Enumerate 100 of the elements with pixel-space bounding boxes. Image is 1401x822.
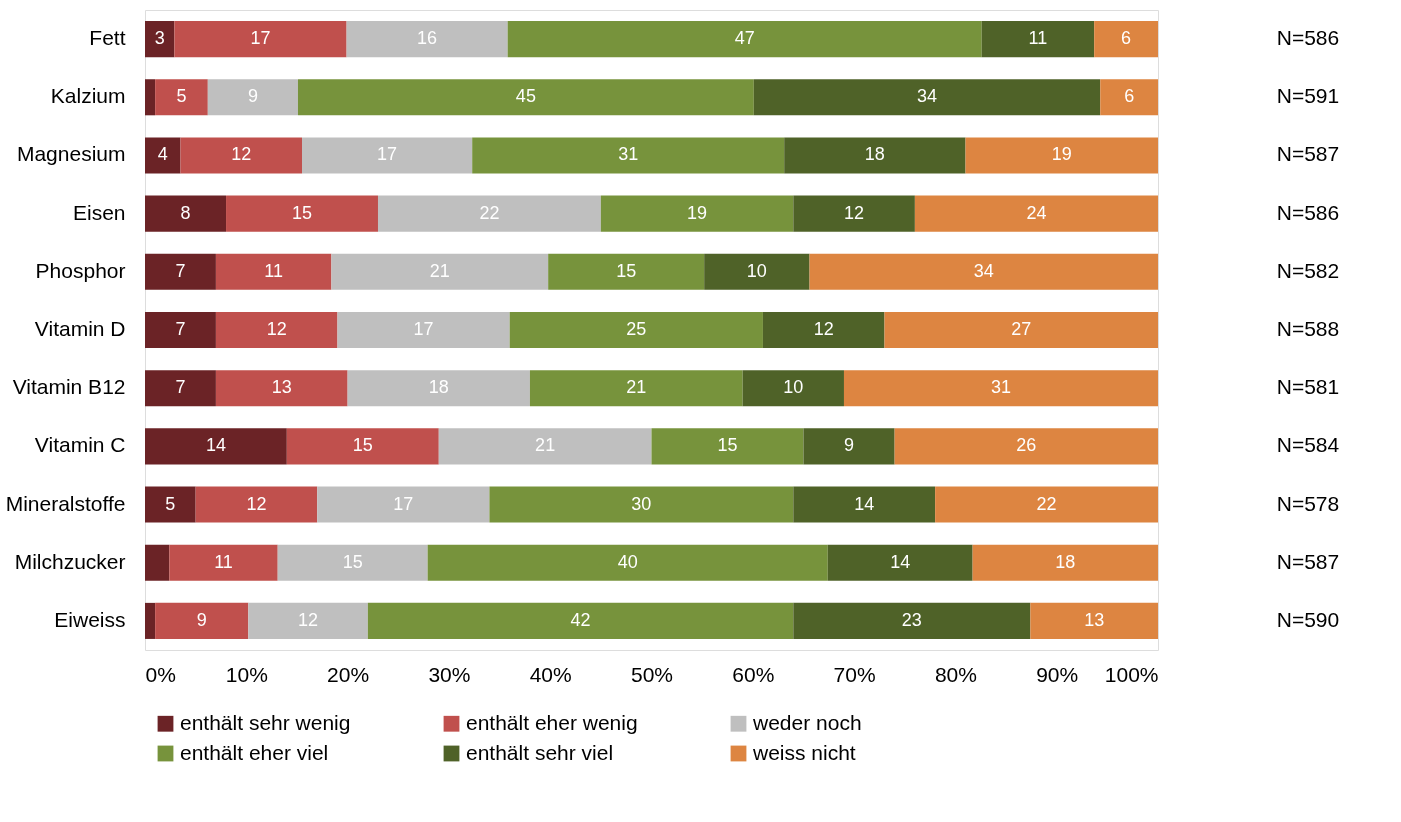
bar (145, 428, 287, 465)
data-label: 21 (429, 260, 450, 281)
data-label: 17 (250, 28, 271, 49)
y-tick-label: Eiweiss (54, 607, 126, 631)
bar (347, 370, 530, 407)
bar (169, 544, 278, 581)
bar (145, 195, 227, 232)
text: N=588 (1276, 317, 1340, 340)
data-label: 12 (266, 319, 287, 339)
bar (507, 21, 982, 58)
bar (894, 428, 1158, 465)
text: N=582 (1276, 258, 1340, 282)
data-label: 12 (813, 319, 834, 339)
bar (784, 137, 966, 174)
data-label: 14 (890, 551, 911, 572)
text: N=584 (1276, 433, 1340, 457)
y-tick-label: Eisen (72, 200, 126, 224)
data-label: 7 (175, 377, 186, 398)
bar (809, 253, 1158, 290)
data-label: 15 (717, 435, 738, 456)
data-label: 6 (1121, 28, 1132, 49)
data-label: 10 (783, 377, 804, 398)
data-label: 15 (616, 260, 637, 281)
bar (207, 79, 298, 116)
bar (1030, 602, 1158, 639)
data-label: 9 (247, 86, 258, 107)
bar (145, 79, 156, 116)
data-label: 8 (180, 202, 191, 223)
data-label: 42 (570, 609, 591, 630)
data-label: 18 (864, 144, 885, 165)
text: N=578 (1276, 491, 1340, 515)
data-label: 9 (196, 609, 207, 630)
data-label: 15 (342, 551, 363, 572)
data-label: 24 (1026, 202, 1047, 223)
data-label: 40 (617, 551, 638, 572)
y-tick-label: Phosphor (35, 258, 126, 282)
data-label: 30 (631, 493, 652, 514)
bar (827, 544, 973, 581)
bar (489, 486, 794, 523)
legend-label: enthält sehr viel (466, 740, 614, 764)
x-tick-label: 60% (732, 662, 775, 686)
x-tick-label: 10% (225, 662, 268, 686)
bar (145, 544, 170, 581)
bar (793, 602, 1031, 639)
data-label: 10 (746, 260, 767, 281)
bar (145, 21, 175, 58)
bar (803, 428, 895, 465)
data-label: 12 (844, 202, 865, 223)
data-label: 17 (393, 493, 414, 514)
data-label: 18 (428, 377, 449, 398)
bar (145, 137, 181, 174)
data-label: 34 (917, 86, 938, 107)
x-tick-label: 50% (630, 662, 674, 686)
data-label: 4 (157, 144, 168, 165)
data-label: 15 (352, 435, 373, 456)
bar (472, 137, 785, 174)
bar (302, 137, 473, 174)
data-label: 21 (535, 435, 556, 456)
data-label: 7 (175, 319, 186, 339)
bar (174, 21, 347, 58)
bar (935, 486, 1158, 523)
bar (1094, 21, 1158, 58)
bar (346, 21, 508, 58)
data-label: 3 (154, 28, 165, 49)
bar (367, 602, 794, 639)
x-tick-label: 90% (1036, 662, 1079, 686)
bar (651, 428, 804, 465)
bar (377, 195, 601, 232)
data-label: 19 (687, 202, 708, 223)
data-label: 47 (734, 28, 755, 49)
data-label: 16 (417, 28, 438, 49)
bar (331, 253, 549, 290)
x-tick-label: 70% (833, 662, 876, 686)
bar (145, 370, 216, 407)
y-tick-label: Milchzucker (14, 549, 126, 573)
x-tick-label: 80% (934, 662, 977, 686)
bar (337, 311, 510, 349)
bar (843, 370, 1158, 407)
data-label: 18 (1055, 551, 1076, 572)
x-tick-label: 20% (327, 662, 370, 686)
x-tick-label: 30% (428, 662, 471, 686)
data-label: 22 (1036, 493, 1057, 514)
data-label: 13 (271, 377, 292, 398)
bar (226, 195, 378, 232)
text: N=586 (1276, 26, 1340, 50)
bar (215, 311, 338, 349)
bar (145, 311, 216, 349)
data-label: 21 (626, 377, 647, 398)
data-label: 5 (176, 86, 187, 107)
bar (215, 253, 332, 290)
bar (965, 137, 1158, 174)
bar (277, 544, 428, 581)
data-label: 22 (479, 202, 500, 223)
data-label: 7 (175, 260, 186, 281)
text: N=587 (1276, 549, 1340, 573)
legend-label: enthält eher viel (180, 740, 329, 764)
data-label: 15 (292, 202, 313, 223)
bar (180, 137, 303, 174)
data-label: 17 (413, 319, 434, 339)
y-tick-label: Mineralstoffe (5, 491, 126, 515)
